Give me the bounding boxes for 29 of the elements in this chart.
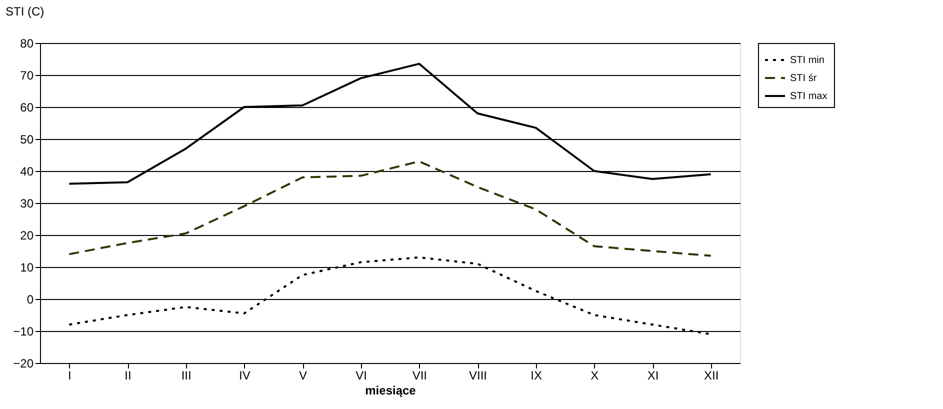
y-tick-label: −20 <box>13 356 34 370</box>
y-tick-label: 40 <box>20 164 34 178</box>
x-tick-label: VII <box>412 368 428 382</box>
x-tick-label: XI <box>647 368 659 382</box>
x-tick-label: IX <box>530 368 542 382</box>
x-tick-label: V <box>298 368 308 382</box>
y-tick-label: 80 <box>20 36 34 50</box>
x-tick-label: IV <box>238 368 250 382</box>
y-tick-label: 70 <box>20 68 34 82</box>
y-tick-label: −10 <box>13 324 34 338</box>
y-tick-label: 20 <box>20 228 34 242</box>
y-tick-label: 50 <box>20 132 34 146</box>
y-tick-label: 60 <box>20 100 34 114</box>
x-tick-label: I <box>68 368 72 382</box>
y-tick-label: 30 <box>20 196 34 210</box>
x-axis-title: miesiące <box>365 384 416 398</box>
legend-label: STI max <box>790 91 828 102</box>
x-tick-label: X <box>590 368 599 382</box>
y-tick-label: 0 <box>26 292 34 306</box>
x-tick-label: XII <box>704 368 719 382</box>
x-tick-label: VIII <box>468 368 488 382</box>
line-series <box>68 160 712 257</box>
legend-label: STI min <box>790 55 824 66</box>
x-tick-label: VI <box>356 368 368 382</box>
x-tick-label: III <box>181 368 192 382</box>
x-tick-label: II <box>124 368 132 382</box>
y-tick-label: 10 <box>20 260 34 274</box>
y-axis-title: STI (C) <box>6 4 44 18</box>
legend-label: STI śr <box>790 73 818 84</box>
